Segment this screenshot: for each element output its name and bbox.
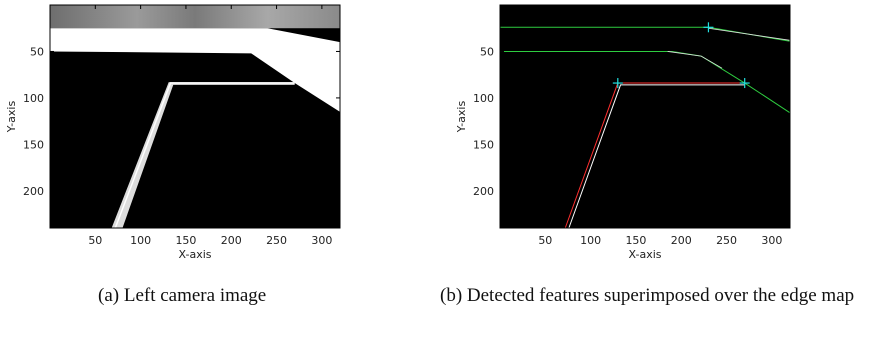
image [50,5,340,228]
x-axis-label: X-axis [629,248,662,261]
sky [50,5,340,28]
x-tick-label: 250 [266,234,287,247]
x-tick-label: 200 [671,234,692,247]
y-tick-label: 200 [23,185,44,198]
x-tick-label: 100 [580,234,601,247]
caption: (a) Left camera image [98,282,278,309]
y-tick-label: 100 [473,92,494,105]
x-tick-label: 300 [761,234,782,247]
x-tick-label: 150 [625,234,646,247]
y-tick-label: 200 [473,185,494,198]
y-axis-label: Y-axis [455,101,468,134]
y-tick-label: 100 [23,92,44,105]
y-tick-label: 50 [30,45,44,58]
x-axis-label: X-axis [179,248,212,261]
page: 50 100 150 200 250 300 50 100 150 200 X-axis Y-axis… [0,0,871,341]
y-tick-label: 150 [23,138,44,151]
image-background [500,5,790,228]
y-tick-label: 50 [480,45,494,58]
y-axis-label: Y-axis [5,101,18,134]
x-tick-label: 50 [538,234,552,247]
x-tick-label: 300 [311,234,332,247]
x-tick-label: 150 [175,234,196,247]
x-tick-label: 200 [221,234,242,247]
caption: (b) Detected features superimposed over … [440,282,865,309]
image [500,5,790,228]
figure-panels: 50 100 150 200 250 300 50 100 150 200 X-axis Y-axis… [0,0,871,270]
x-tick-label: 100 [130,234,151,247]
x-tick-label: 250 [716,234,737,247]
y-tick-label: 150 [473,138,494,151]
x-tick-label: 50 [88,234,102,247]
